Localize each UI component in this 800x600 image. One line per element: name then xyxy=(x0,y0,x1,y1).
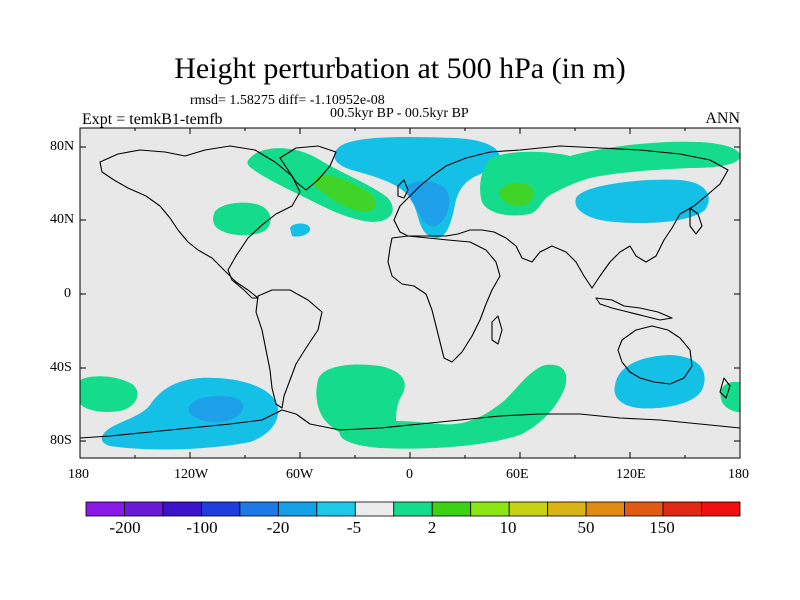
anomaly-siberia-arctic xyxy=(480,141,740,216)
colorbar-swatch xyxy=(354,501,395,517)
anomaly-east-asia xyxy=(575,179,709,224)
stats-line: rmsd= 1.58275 diff= -1.10952e-08 xyxy=(190,93,385,108)
colorbar-label: 10 xyxy=(499,518,517,537)
plot-title: Height perturbation at 500 hPa (in m) xyxy=(174,52,626,85)
map-panel xyxy=(80,128,740,458)
colorbar-label: -5 xyxy=(346,518,362,537)
colorbar-label: -100 xyxy=(186,518,218,537)
colorbar-swatch xyxy=(662,501,702,517)
coast-indonesia xyxy=(595,297,673,321)
anomaly-north-america-west xyxy=(213,202,271,236)
anomaly-north-atlantic-core xyxy=(313,175,376,212)
coast-new-zealand xyxy=(719,377,731,399)
lat-tick-label: 40N xyxy=(50,212,75,227)
colorbar-swatch xyxy=(508,501,549,517)
colorbar-label: 50 xyxy=(577,518,595,537)
coast-greenland xyxy=(279,145,337,191)
colorbar-swatch xyxy=(316,501,356,517)
lon-tick-label: 120W xyxy=(174,467,209,482)
colorbar-swatch xyxy=(124,501,164,517)
coastlines xyxy=(80,145,740,439)
anomaly-south-pacific xyxy=(101,377,279,450)
anomaly-caspian-core xyxy=(499,182,534,206)
anomaly-south-pacific-core xyxy=(188,395,244,423)
period-label: 00.5kyr BP - 00.5kyr BP xyxy=(330,106,469,121)
coast-madagascar xyxy=(491,315,503,345)
coast-uk xyxy=(397,179,409,199)
colorbar-swatch xyxy=(85,501,125,517)
colorbar-swatch xyxy=(239,501,279,517)
coast-eurasia xyxy=(393,145,729,289)
lat-tick-label: 80S xyxy=(50,433,72,448)
coast-japan xyxy=(689,207,703,235)
colorbar-swatch xyxy=(277,501,318,517)
colorbar-swatch xyxy=(162,501,202,517)
colorbar-swatch xyxy=(624,501,664,517)
positive-anomalies xyxy=(80,141,740,449)
anomaly-atlantic-small xyxy=(290,223,311,237)
axis-ticks xyxy=(79,128,741,458)
colorbar-label: 150 xyxy=(649,518,675,537)
anomaly-central-europe-core xyxy=(406,180,450,227)
coast-north-america xyxy=(99,145,301,299)
lon-tick-label: 0 xyxy=(406,467,413,482)
lon-tick-label: 60W xyxy=(286,467,314,482)
negative-anomalies xyxy=(101,137,709,450)
lon-tick-label: 60E xyxy=(506,467,529,482)
coast-australia xyxy=(617,325,693,385)
lat-tick-label: 0 xyxy=(64,286,71,301)
colorbar-label: -20 xyxy=(266,518,290,537)
anomaly-south-far-east xyxy=(720,381,740,413)
coast-antarctica xyxy=(80,409,740,439)
anomaly-antarctic-indian xyxy=(339,364,567,449)
colorbar-label: 2 xyxy=(427,518,437,537)
lat-tick-label: 40S xyxy=(50,360,72,375)
coast-south-america xyxy=(255,289,323,409)
lon-tick-label: 120E xyxy=(616,467,646,482)
colorbar-swatch xyxy=(470,501,510,517)
colorbar-swatch xyxy=(547,501,587,517)
colorbar-swatch xyxy=(585,501,625,517)
colorbar-swatch xyxy=(431,501,472,517)
lon-tick-label: 180 xyxy=(728,467,749,482)
coast-africa xyxy=(387,235,501,363)
lat-tick-label: 80N xyxy=(50,139,75,154)
lon-tick-label: 180 xyxy=(68,467,89,482)
colorbar-swatch xyxy=(393,501,433,517)
colorbar xyxy=(85,501,741,517)
anomaly-south-indian xyxy=(614,355,705,409)
season-label: ANN xyxy=(705,110,740,127)
colorbar-label: -200 xyxy=(109,518,141,537)
anomaly-southeast-pacific xyxy=(80,376,138,412)
experiment-label: Expt = temkB1-temfb xyxy=(82,111,223,128)
colorbar-swatch xyxy=(701,501,741,517)
colorbar-swatch xyxy=(201,501,241,517)
